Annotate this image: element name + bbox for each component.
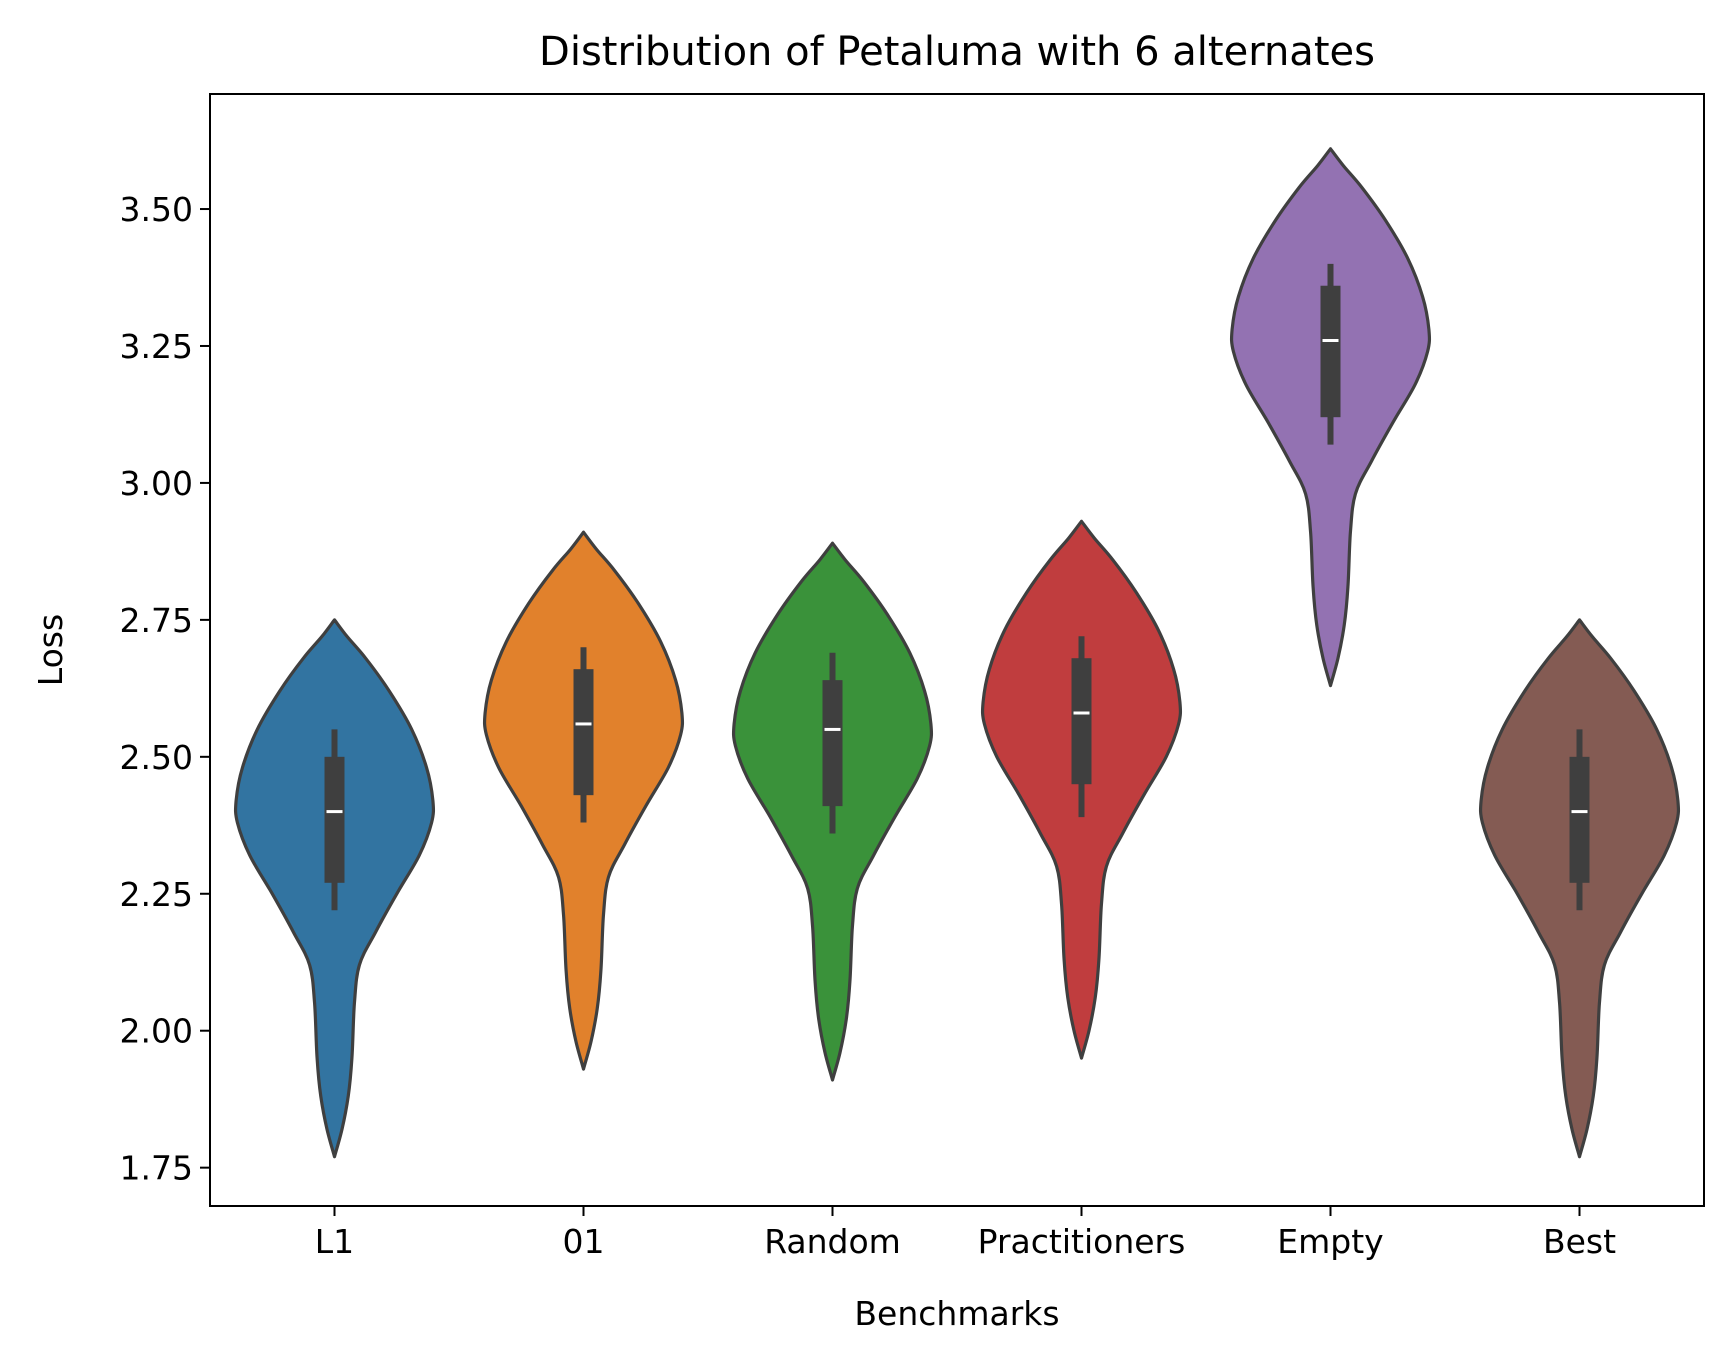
- x-tick-label: Best: [1543, 1222, 1616, 1261]
- y-tick-label: 2.75: [120, 601, 193, 640]
- violin-iqr-box: [823, 680, 843, 806]
- y-tick-label: 3.00: [120, 464, 193, 503]
- y-tick-label: 3.50: [120, 190, 193, 229]
- violin-iqr-box: [1321, 286, 1341, 417]
- y-tick-label: 2.25: [120, 875, 193, 914]
- violin-iqr-box: [325, 757, 345, 883]
- x-tick-label: 01: [563, 1222, 605, 1261]
- x-tick-label: Practitioners: [978, 1222, 1186, 1261]
- y-axis-label: Loss: [31, 614, 70, 686]
- y-tick-label: 3.25: [120, 327, 193, 366]
- x-tick-label: L1: [315, 1222, 354, 1261]
- violin-iqr-box: [1072, 658, 1092, 784]
- x-tick-label: Random: [764, 1222, 901, 1261]
- x-tick-label: Empty: [1277, 1222, 1383, 1261]
- x-axis-label: Benchmarks: [854, 1294, 1059, 1333]
- y-tick-label: 1.75: [120, 1149, 193, 1188]
- y-tick-label: 2.00: [120, 1012, 193, 1051]
- violin-iqr-box: [1570, 757, 1590, 883]
- chart-title: Distribution of Petaluma with 6 alternat…: [539, 29, 1375, 75]
- violin-iqr-box: [574, 669, 594, 795]
- y-tick-label: 2.50: [120, 738, 193, 777]
